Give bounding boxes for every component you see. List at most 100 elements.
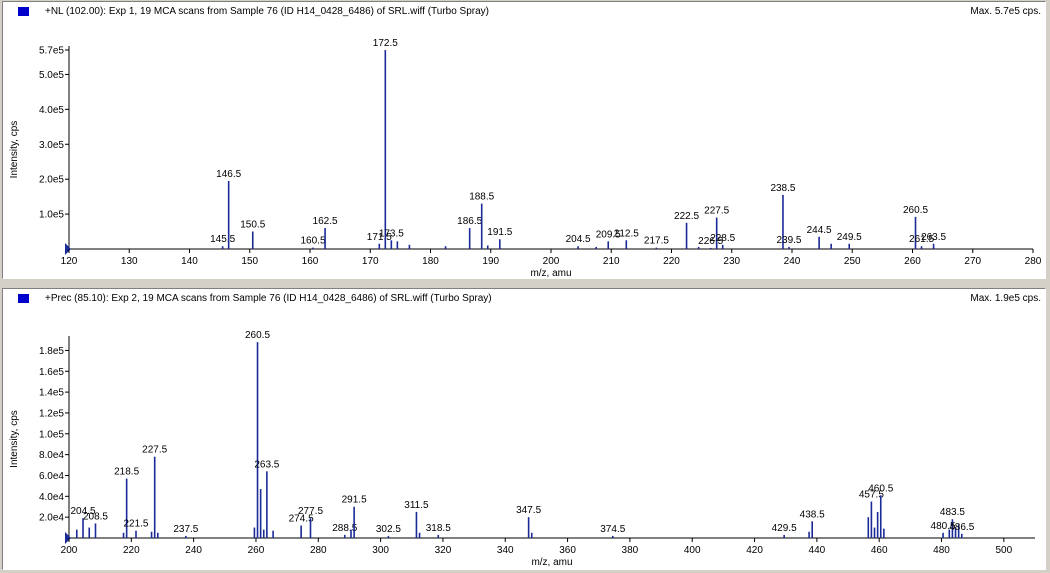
x-tick-label: 120	[61, 256, 78, 267]
peak-label: 311.5	[404, 500, 429, 511]
peak-label: 171.5	[367, 232, 392, 243]
peak-label: 186.5	[457, 216, 482, 227]
peak-label: 173.5	[379, 228, 404, 239]
series-color-icon	[18, 7, 29, 16]
peak-label: 162.5	[313, 216, 338, 227]
x-tick-label: 220	[663, 256, 680, 267]
y-tick-label: 4.0e4	[39, 492, 64, 503]
peak-label: 221.5	[123, 519, 148, 530]
peak-label: 277.5	[298, 506, 323, 517]
peak-label: 263.5	[921, 232, 946, 243]
peak-label: 172.5	[373, 38, 398, 49]
peak-label: 249.5	[837, 232, 862, 243]
peak-label: 204.5	[71, 506, 96, 517]
x-tick-label: 340	[497, 545, 514, 556]
x-tick-label: 180	[422, 256, 439, 267]
x-tick-label: 130	[121, 256, 138, 267]
peak-label: 483.5	[940, 507, 965, 518]
peak-label: 191.5	[487, 227, 512, 238]
x-tick-label: 240	[784, 256, 801, 267]
x-tick-label: 260	[904, 256, 921, 267]
spectrum-chart-nl[interactable]: 120 130 140 150 160 170 180 190 200 210 220 230 240 2…	[3, 2, 1045, 278]
peak-label: 212.5	[614, 228, 639, 239]
peak-label: 260.5	[903, 205, 928, 216]
x-tick-label: 210	[603, 256, 620, 267]
spectrum-title: +Prec (85.10): Exp 2, 19 MCA scans from …	[45, 293, 492, 304]
x-tick-label: 420	[746, 545, 763, 556]
x-axis-label: m/z, amu	[530, 268, 571, 278]
peak-label: 457.5	[859, 490, 884, 501]
origin-marker-icon	[65, 243, 71, 255]
peak-label: 244.5	[807, 225, 832, 236]
y-tick-label: 1.0e5	[39, 429, 64, 440]
peak-label: 261.5	[909, 234, 934, 245]
x-tick-label: 320	[435, 545, 452, 556]
y-tick-label: 3.0e5	[39, 140, 64, 151]
spectrum-chart-prec[interactable]: 200 220 240 260 280 300 320 340 360 380 400 420 440 4…	[3, 289, 1045, 569]
y-tick-label: 1.8e5	[39, 346, 64, 357]
peak-label: 291.5	[342, 495, 367, 506]
x-tick-label: 200	[543, 256, 560, 267]
peak-label: 204.5	[566, 234, 591, 245]
y-tick-label: 5.0e5	[39, 70, 64, 81]
peak-label: 438.5	[800, 509, 825, 520]
y-axis-label: Intensity, cps	[9, 410, 20, 468]
peak-label: 228.5	[710, 233, 735, 244]
y-tick-label: 5.7e5	[39, 46, 64, 57]
x-tick-label: 400	[684, 545, 701, 556]
peak-label: 145.5	[210, 234, 235, 245]
peak-label: 209.5	[596, 229, 621, 240]
peak-label: 486.5	[949, 522, 974, 533]
y-tick-label: 2.0e4	[39, 513, 64, 524]
peak-label: 239.5	[776, 235, 801, 246]
peak-label: 288.5	[332, 523, 357, 534]
x-tick-label: 260	[248, 545, 265, 556]
x-tick-label: 280	[1025, 256, 1042, 267]
peak-label: 227.5	[704, 206, 729, 217]
spectrum-pane-nl: +NL (102.00): Exp 1, 19 MCA scans from S…	[2, 1, 1046, 279]
peak-label: 318.5	[426, 523, 451, 534]
peak-label: 226.5	[698, 236, 723, 247]
x-tick-label: 170	[362, 256, 379, 267]
max-intensity-label: Max. 1.9e5 cps.	[970, 293, 1041, 304]
x-tick-label: 200	[61, 545, 78, 556]
y-tick-label: 1.0e5	[39, 210, 64, 221]
peak-label: 160.5	[300, 236, 325, 247]
peak-label: 218.5	[114, 467, 139, 478]
y-tick-label: 1.4e5	[39, 388, 64, 399]
origin-marker-icon	[65, 532, 71, 544]
spectrum-title: +NL (102.00): Exp 1, 19 MCA scans from S…	[45, 6, 490, 17]
x-tick-label: 440	[809, 545, 826, 556]
x-tick-label: 240	[185, 545, 202, 556]
x-tick-label: 300	[372, 545, 389, 556]
y-tick-label: 1.2e5	[39, 408, 64, 419]
x-tick-label: 150	[241, 256, 258, 267]
peak-label: 274.5	[289, 513, 314, 524]
peak-label: 347.5	[516, 505, 541, 516]
y-tick-label: 1.6e5	[39, 367, 64, 378]
peak-label: 263.5	[254, 459, 279, 470]
x-tick-label: 140	[181, 256, 198, 267]
peak-label: 150.5	[240, 220, 265, 231]
peak-label: 208.5	[83, 511, 108, 522]
peak-label: 480.5	[931, 521, 956, 532]
y-tick-label: 8.0e4	[39, 450, 64, 461]
peak-label: 460.5	[868, 483, 893, 494]
y-tick-label: 6.0e4	[39, 471, 64, 482]
x-tick-label: 380	[622, 545, 639, 556]
pane-splitter[interactable]	[0, 280, 1050, 287]
peak-label: 302.5	[376, 524, 401, 535]
x-tick-label: 480	[933, 545, 950, 556]
x-tick-label: 500	[995, 545, 1012, 556]
y-tick-label: 2.0e5	[39, 175, 64, 186]
x-tick-label: 250	[844, 256, 861, 267]
peak-label: 222.5	[674, 211, 699, 222]
max-intensity-label: Max. 5.7e5 cps.	[970, 6, 1041, 17]
peak-label: 260.5	[245, 330, 270, 341]
x-tick-label: 190	[482, 256, 499, 267]
spectrum-pane-prec: +Prec (85.10): Exp 2, 19 MCA scans from …	[2, 288, 1046, 570]
x-tick-label: 280	[310, 545, 327, 556]
y-tick-label: 4.0e5	[39, 105, 64, 116]
peak-label: 227.5	[142, 445, 167, 456]
series-color-icon	[18, 294, 29, 303]
